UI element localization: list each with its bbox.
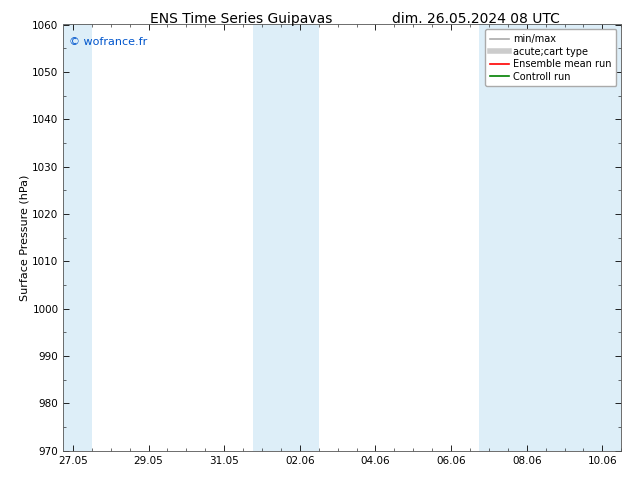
Y-axis label: Surface Pressure (hPa): Surface Pressure (hPa) [20, 174, 30, 301]
Text: © wofrance.fr: © wofrance.fr [69, 37, 147, 48]
Bar [479, 24, 621, 451]
Bar [252, 24, 319, 451]
Text: dim. 26.05.2024 08 UTC: dim. 26.05.2024 08 UTC [392, 12, 559, 26]
Legend: min/max, acute;cart type, Ensemble mean run, Controll run: min/max, acute;cart type, Ensemble mean … [485, 29, 616, 86]
Bar [63, 24, 92, 451]
Text: ENS Time Series Guipavas: ENS Time Series Guipavas [150, 12, 332, 26]
